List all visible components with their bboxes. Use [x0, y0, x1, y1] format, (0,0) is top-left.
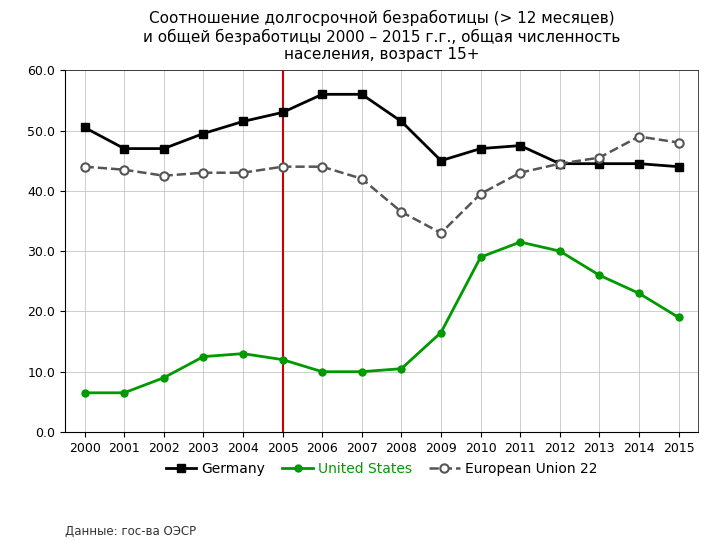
Text: Данные: гос-ва ОЭСР: Данные: гос-ва ОЭСР [65, 524, 196, 538]
Title: Соотношение долгосрочной безработицы (> 12 месяцев)
и общей безработицы 2000 – 2: Соотношение долгосрочной безработицы (> … [143, 10, 621, 62]
Legend: Germany, United States, European Union 22: Germany, United States, European Union 2… [160, 456, 603, 481]
